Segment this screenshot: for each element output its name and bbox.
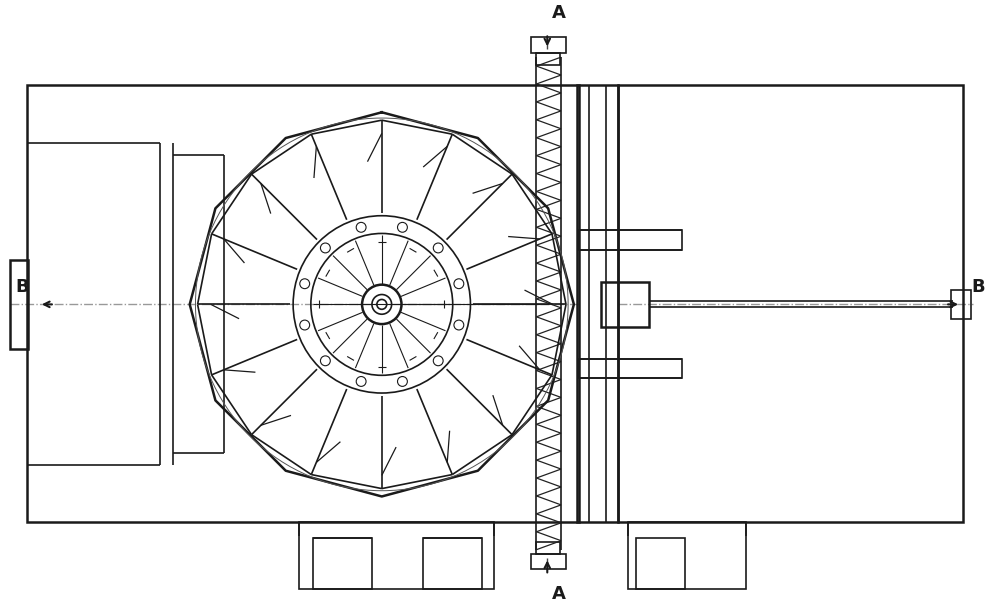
- Bar: [531, 38, 566, 53]
- Bar: [531, 554, 566, 569]
- Text: A: A: [552, 585, 566, 603]
- Bar: [601, 282, 649, 327]
- Bar: [27, 85, 579, 522]
- Bar: [536, 542, 560, 554]
- Bar: [636, 538, 685, 589]
- Bar: [618, 85, 963, 522]
- Bar: [313, 538, 372, 589]
- Circle shape: [377, 299, 387, 310]
- Text: A: A: [552, 4, 566, 22]
- Bar: [628, 522, 746, 589]
- Text: B: B: [15, 279, 29, 296]
- Bar: [577, 85, 618, 522]
- Bar: [299, 522, 494, 589]
- Bar: [10, 260, 28, 348]
- Bar: [579, 359, 682, 378]
- Bar: [951, 290, 971, 319]
- Bar: [536, 53, 560, 65]
- Bar: [423, 538, 482, 589]
- Text: B: B: [971, 279, 985, 296]
- Bar: [579, 231, 682, 250]
